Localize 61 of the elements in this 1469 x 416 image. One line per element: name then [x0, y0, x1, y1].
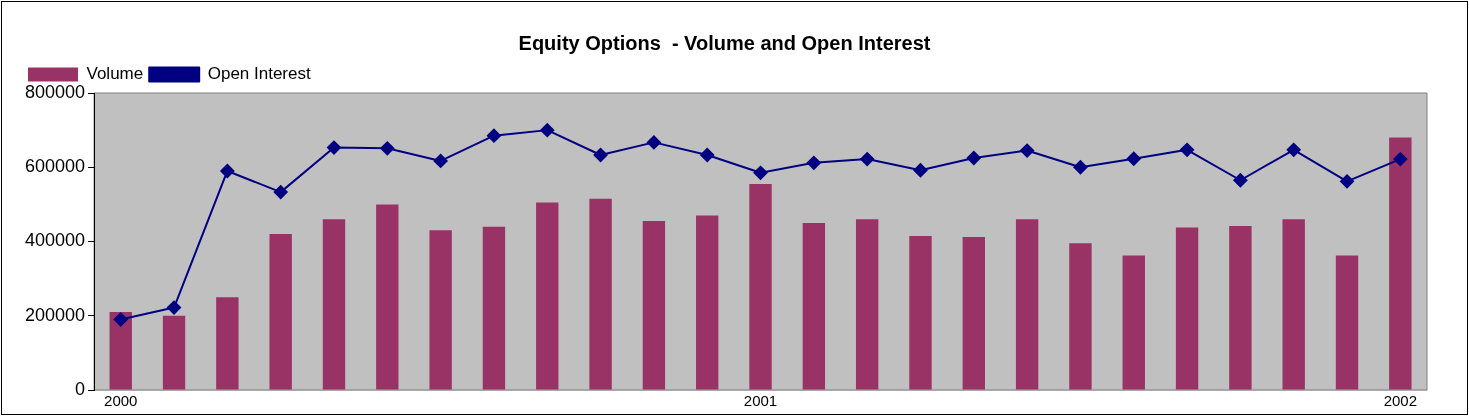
point [540, 123, 555, 138]
point [433, 153, 448, 168]
point [1393, 152, 1408, 167]
bar [536, 202, 559, 390]
bar [1229, 225, 1252, 390]
x-tick-label: 2002 [1383, 392, 1418, 410]
point [380, 141, 395, 156]
y-tick-label: 200000 [24, 304, 86, 325]
point [113, 312, 128, 327]
point [220, 163, 235, 178]
y-tick-label: 800000 [24, 81, 86, 102]
bar [749, 183, 772, 390]
point [753, 165, 768, 180]
bar [589, 198, 612, 390]
bar [109, 312, 132, 390]
y-tick-label: 0 [75, 378, 86, 399]
point [593, 148, 608, 162]
bar [1389, 137, 1412, 390]
bar [376, 204, 399, 390]
legend-label: Open Interest [207, 64, 311, 84]
chart-title: Equity Options - Volume and Open Interest [518, 31, 931, 54]
point [1020, 143, 1035, 158]
point [1340, 174, 1355, 189]
bar [322, 219, 346, 390]
y-tick-label: 400000 [24, 230, 86, 251]
x-tick-label: 2000 [104, 392, 138, 410]
point [486, 128, 501, 143]
legend-label: Volume [86, 64, 144, 84]
bar [482, 226, 506, 390]
bar [216, 297, 239, 390]
bar [909, 235, 932, 390]
point [806, 155, 821, 170]
point [326, 140, 341, 155]
point [913, 163, 928, 178]
bar [429, 230, 452, 390]
bar [1282, 219, 1305, 390]
bar [855, 219, 879, 390]
bar [269, 234, 292, 390]
point [1126, 151, 1141, 166]
bar [962, 237, 985, 390]
point [1233, 173, 1248, 188]
bar [162, 315, 186, 390]
x-tick-label: 2001 [743, 392, 778, 410]
point [700, 148, 715, 162]
point [646, 135, 661, 150]
bar [1015, 219, 1039, 390]
bar [1335, 255, 1359, 390]
y-tick-label: 600000 [24, 156, 86, 177]
point [966, 150, 981, 165]
point [1286, 142, 1301, 157]
bar [802, 222, 826, 390]
point [1180, 142, 1195, 157]
point [273, 185, 288, 200]
bar [642, 221, 666, 390]
bar [1069, 243, 1092, 390]
point [860, 152, 875, 167]
bar [1122, 255, 1145, 390]
bar [1175, 227, 1199, 390]
bar [696, 215, 719, 390]
point [1073, 160, 1088, 175]
point [167, 300, 182, 315]
